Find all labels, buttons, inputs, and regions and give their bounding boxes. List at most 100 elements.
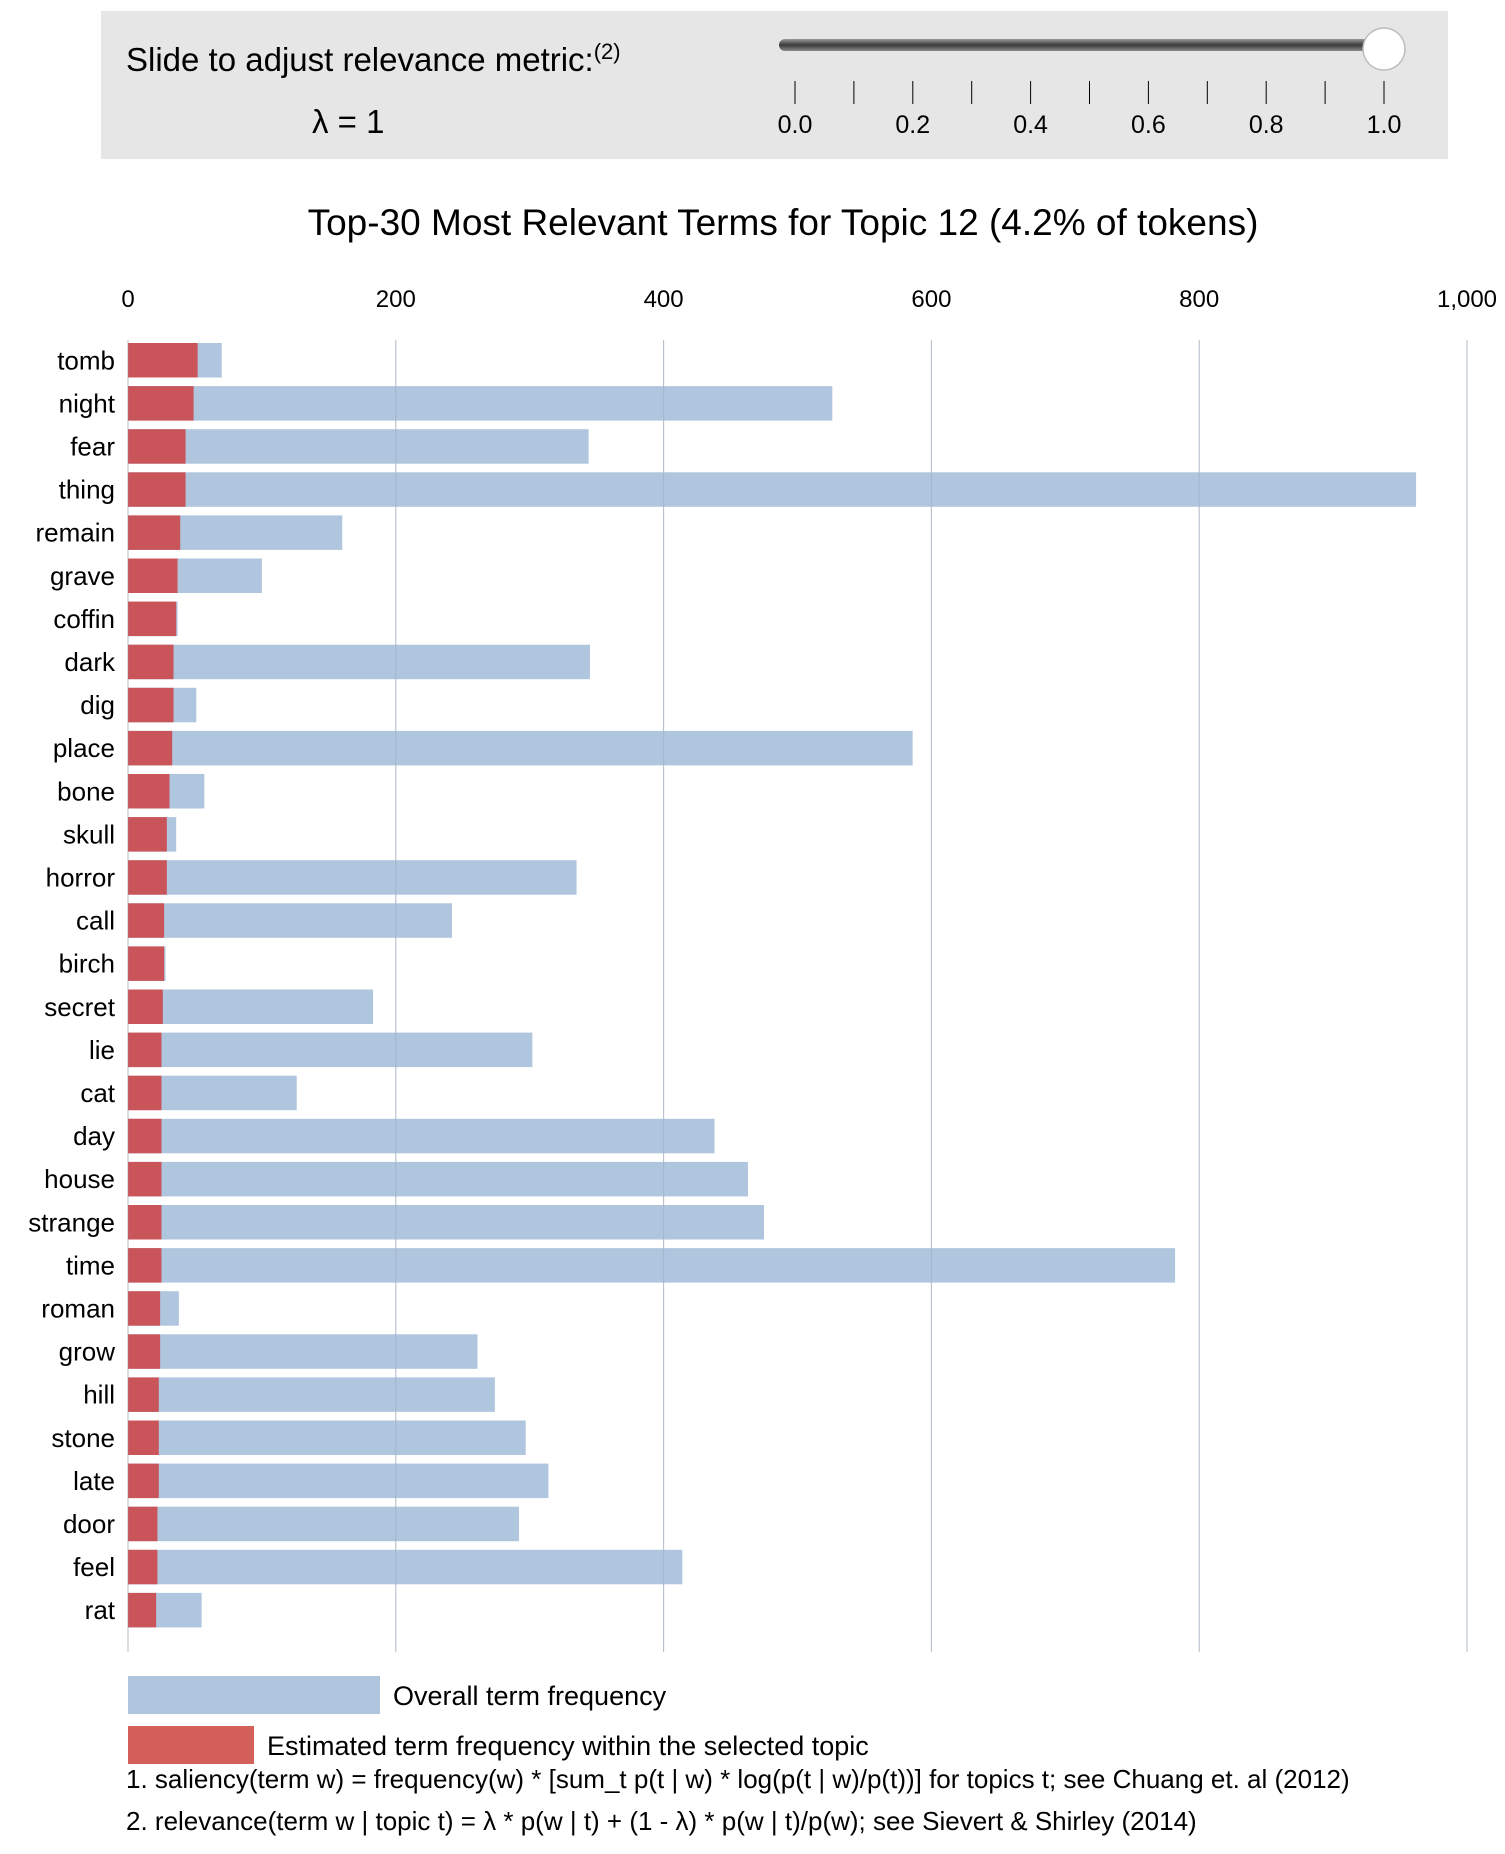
term-label-skull[interactable]: skull [63, 819, 115, 849]
bar-topic-skull[interactable] [128, 817, 167, 852]
bar-topic-bone[interactable] [128, 774, 170, 809]
term-label-late[interactable]: late [73, 1466, 115, 1496]
bar-topic-cat[interactable] [128, 1075, 162, 1111]
term-label-stone[interactable]: stone [51, 1423, 115, 1453]
bar-topic-secret[interactable] [128, 989, 163, 1025]
bar-topic-door[interactable] [128, 1506, 158, 1542]
bar-topic-place[interactable] [128, 730, 173, 766]
bar-topic-late[interactable] [128, 1463, 159, 1499]
term-label-feel[interactable]: feel [73, 1552, 115, 1582]
bar-overall-horror[interactable] [128, 860, 577, 895]
bar-topic-house[interactable] [128, 1161, 162, 1197]
bar-overall-call[interactable] [128, 903, 453, 938]
bar-topic-birch[interactable] [128, 946, 165, 981]
term-label-dig[interactable]: dig [80, 690, 115, 720]
bar-overall-stone[interactable] [128, 1420, 526, 1456]
term-label-remain[interactable]: remain [36, 518, 115, 548]
term-label-horror[interactable]: horror [46, 862, 116, 892]
legend-label-topic: Estimated term frequency within the sele… [267, 1731, 869, 1761]
term-label-lie[interactable]: lie [89, 1035, 115, 1065]
relevance-slider-panel: Slide to adjust relevance metric:(2) λ =… [101, 11, 1448, 159]
bar-topic-lie[interactable] [128, 1032, 162, 1068]
relevance-slider[interactable]: 0.0 0.2 0.4 0.6 0.8 1.0 [778, 27, 1406, 139]
x-tick-label: 400 [644, 286, 684, 313]
term-label-strange[interactable]: strange [28, 1207, 115, 1237]
term-label-bone[interactable]: bone [57, 776, 115, 806]
bar-overall-lie[interactable] [128, 1032, 533, 1068]
bar-topic-strange[interactable] [128, 1205, 162, 1240]
footnote-ref-2: (2) [593, 39, 621, 64]
bar-topic-dark[interactable] [128, 644, 174, 680]
bar-topic-remain[interactable] [128, 515, 181, 550]
bar-overall-feel[interactable] [128, 1549, 683, 1585]
bar-topic-thing[interactable] [128, 472, 186, 507]
x-tick-label: 200 [376, 286, 416, 313]
term-label-secret[interactable]: secret [44, 992, 116, 1022]
term-label-time[interactable]: time [66, 1250, 115, 1280]
bar-overall-grow[interactable] [128, 1334, 478, 1369]
term-label-rat[interactable]: rat [85, 1595, 116, 1625]
term-label-birch[interactable]: birch [59, 949, 115, 979]
term-label-grow[interactable]: grow [59, 1337, 116, 1367]
bar-topic-tomb[interactable] [128, 343, 198, 378]
term-label-coffin[interactable]: coffin [53, 604, 115, 634]
bar-overall-night[interactable] [128, 386, 833, 421]
x-axis: 0 200 400 600 800 1,000 [121, 286, 1497, 313]
bar-overall-time[interactable] [128, 1248, 1176, 1283]
bar-topic-hill[interactable] [128, 1377, 159, 1412]
bar-overall-late[interactable] [128, 1463, 549, 1499]
term-label-tomb[interactable]: tomb [57, 345, 115, 375]
bar-topic-grow[interactable] [128, 1334, 161, 1369]
legend: Overall term frequency Estimated term fre… [128, 1676, 869, 1764]
term-label-night[interactable]: night [59, 388, 116, 418]
term-label-hill[interactable]: hill [83, 1380, 115, 1410]
term-label-place[interactable]: place [53, 733, 115, 763]
bar-overall-house[interactable] [128, 1161, 748, 1197]
slider-track[interactable] [779, 39, 1400, 51]
footnote-relevance: 2. relevance(term w | topic t) = λ * p(w… [126, 1806, 1197, 1836]
bar-topic-dig[interactable] [128, 687, 174, 723]
term-label-day[interactable]: day [73, 1121, 115, 1151]
bar-topic-day[interactable] [128, 1118, 162, 1154]
bars [127, 340, 1468, 1652]
bar-overall-hill[interactable] [128, 1377, 495, 1412]
bar-topic-grave[interactable] [128, 558, 178, 594]
bar-topic-fear[interactable] [128, 429, 186, 464]
bar-overall-secret[interactable] [128, 989, 374, 1025]
bar-topic-call[interactable] [128, 903, 165, 938]
bar-overall-dark[interactable] [128, 644, 590, 680]
bar-topic-stone[interactable] [128, 1420, 159, 1456]
term-label-dark[interactable]: dark [64, 647, 116, 677]
slider-handle[interactable] [1362, 27, 1406, 71]
bar-topic-rat[interactable] [128, 1592, 157, 1628]
term-label-door[interactable]: door [63, 1509, 115, 1539]
legend-label-overall: Overall term frequency [393, 1681, 667, 1711]
bar-topic-roman[interactable] [128, 1291, 161, 1326]
bar-topic-night[interactable] [128, 386, 194, 421]
bar-topic-horror[interactable] [128, 860, 167, 895]
bar-topic-feel[interactable] [128, 1549, 158, 1585]
bar-topic-time[interactable] [128, 1248, 162, 1283]
term-label-thing[interactable]: thing [59, 475, 115, 505]
legend-swatch-overall [128, 1676, 380, 1714]
footnote-saliency: 1. saliency(term w) = frequency(w) * [su… [126, 1764, 1350, 1794]
term-label-fear[interactable]: fear [70, 431, 115, 461]
bar-overall-day[interactable] [128, 1118, 715, 1154]
term-label-house[interactable]: house [44, 1164, 115, 1194]
term-label-grave[interactable]: grave [50, 561, 115, 591]
bar-overall-strange[interactable] [128, 1205, 765, 1240]
term-label-call[interactable]: call [76, 906, 115, 936]
slider-tick-label: 0.8 [1249, 111, 1284, 139]
bar-topic-coffin[interactable] [128, 601, 177, 637]
x-tick-label: 600 [911, 286, 951, 313]
bar-overall-door[interactable] [128, 1506, 519, 1542]
term-label-roman[interactable]: roman [41, 1293, 115, 1323]
term-label-cat[interactable]: cat [80, 1078, 115, 1108]
bar-overall-fear[interactable] [128, 429, 589, 464]
bar-overall-place[interactable] [128, 730, 913, 766]
x-tick-label: 800 [1179, 286, 1219, 313]
bar-overall-thing[interactable] [128, 472, 1417, 507]
x-tick-label: 1,000 [1437, 286, 1497, 313]
slider-tick-label: 0.4 [1013, 111, 1048, 139]
